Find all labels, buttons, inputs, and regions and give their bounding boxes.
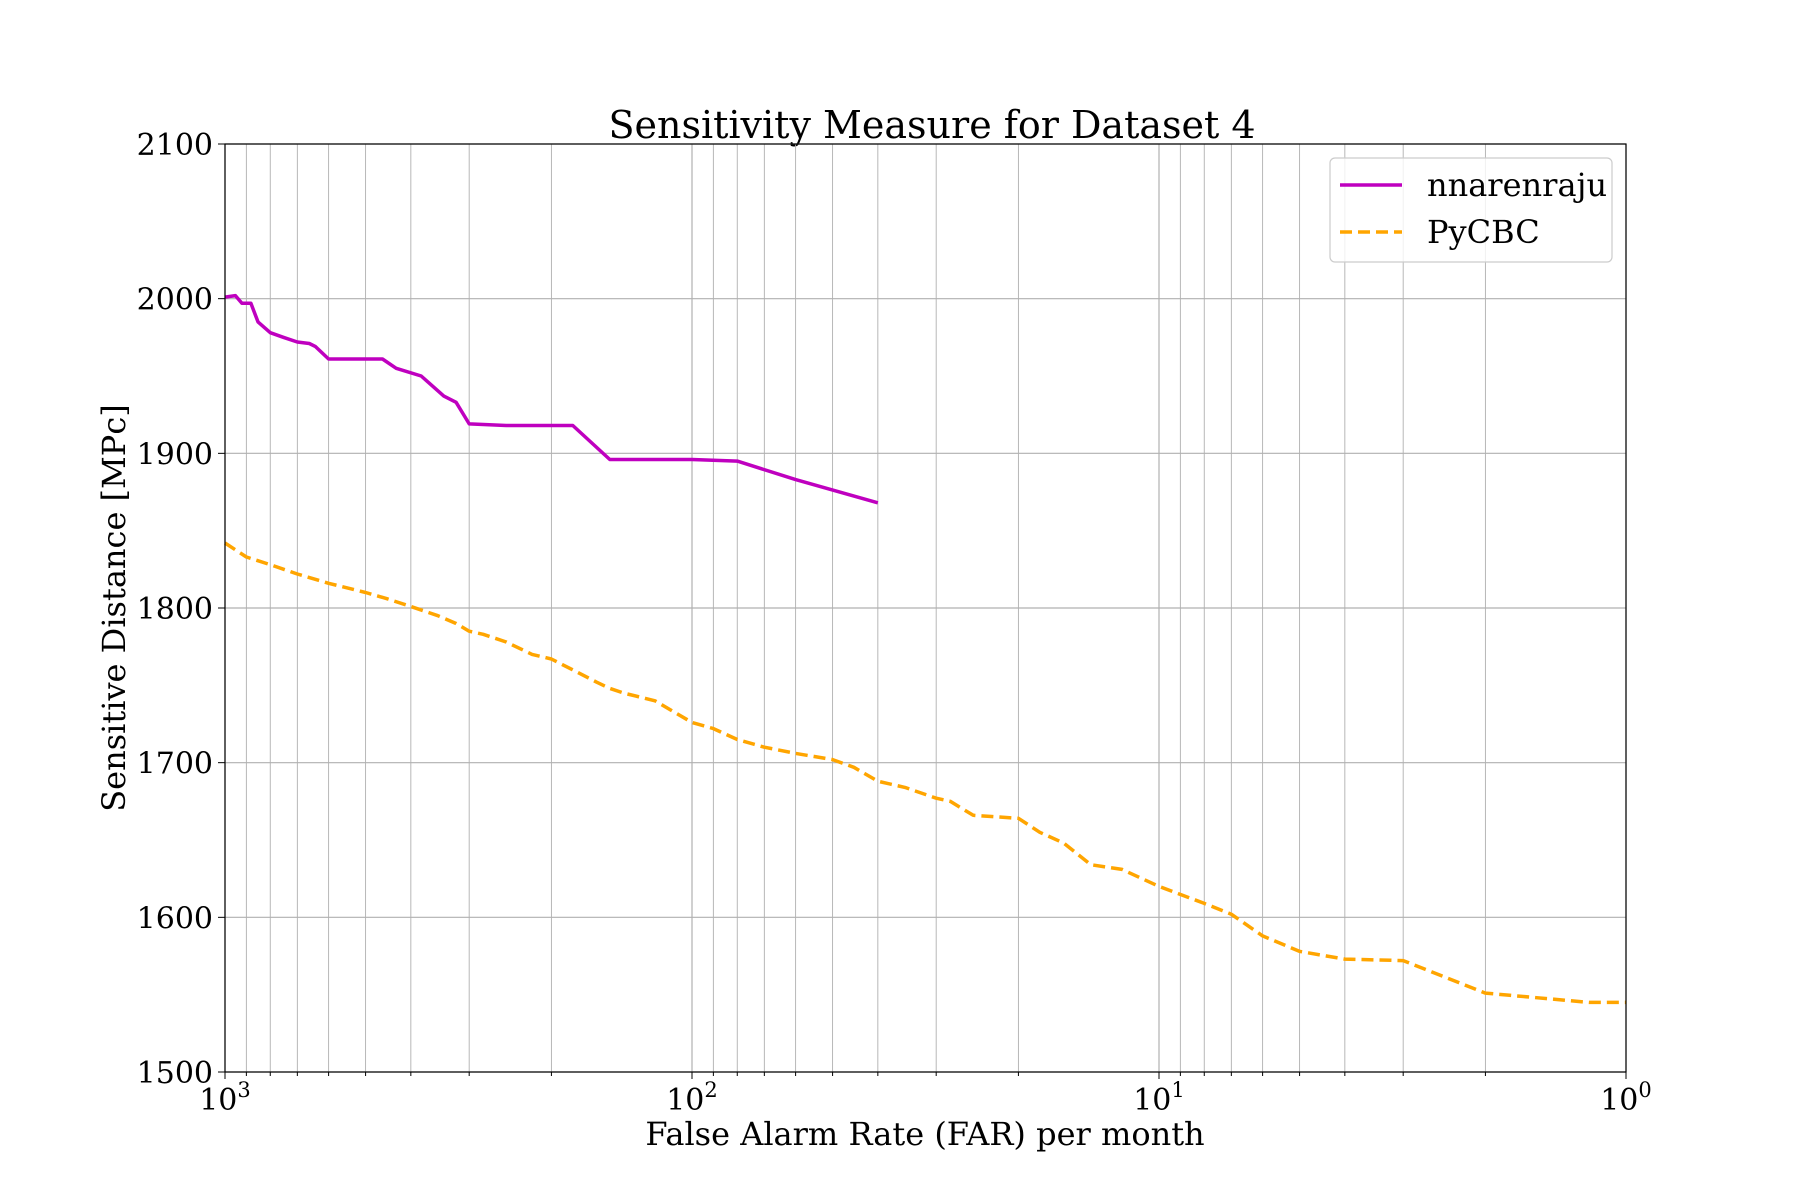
axis-ticks: 1500 1600 1700 1800 1900 2000 2100 103 102 101 100 — [137, 128, 1652, 1118]
legend-label-nnarenraju: nnarenraju — [1427, 166, 1607, 204]
legend: nnarenraju PyCBC — [1329, 157, 1613, 263]
x-tick-label: 101 — [1133, 1078, 1185, 1118]
y-tick-label: 1900 — [137, 437, 213, 472]
series-line-nnarenraju — [224, 293, 879, 505]
x-tick-label: 103 — [199, 1078, 251, 1118]
series-line-pycbc — [224, 541, 1626, 1005]
y-tick-label: 2100 — [137, 128, 213, 163]
x-axis-label: False Alarm Rate (FAR) per month — [645, 1115, 1204, 1153]
legend-label-pycbc: PyCBC — [1427, 213, 1540, 251]
y-tick-label: 1600 — [137, 901, 213, 936]
y-tick-label: 1500 — [137, 1056, 213, 1091]
chart-title: Sensitivity Measure for Dataset 4 — [608, 103, 1255, 147]
grid — [224, 143, 1627, 1073]
y-tick-label: 1800 — [137, 592, 213, 627]
x-tick-label: 102 — [666, 1078, 718, 1118]
y-tick-label: 1700 — [137, 747, 213, 782]
y-axis-label: Sensitive Distance [MPc] — [95, 404, 133, 811]
y-tick-label: 2000 — [137, 283, 213, 318]
x-tick-label: 100 — [1600, 1078, 1652, 1118]
series-layer — [224, 293, 1626, 1005]
